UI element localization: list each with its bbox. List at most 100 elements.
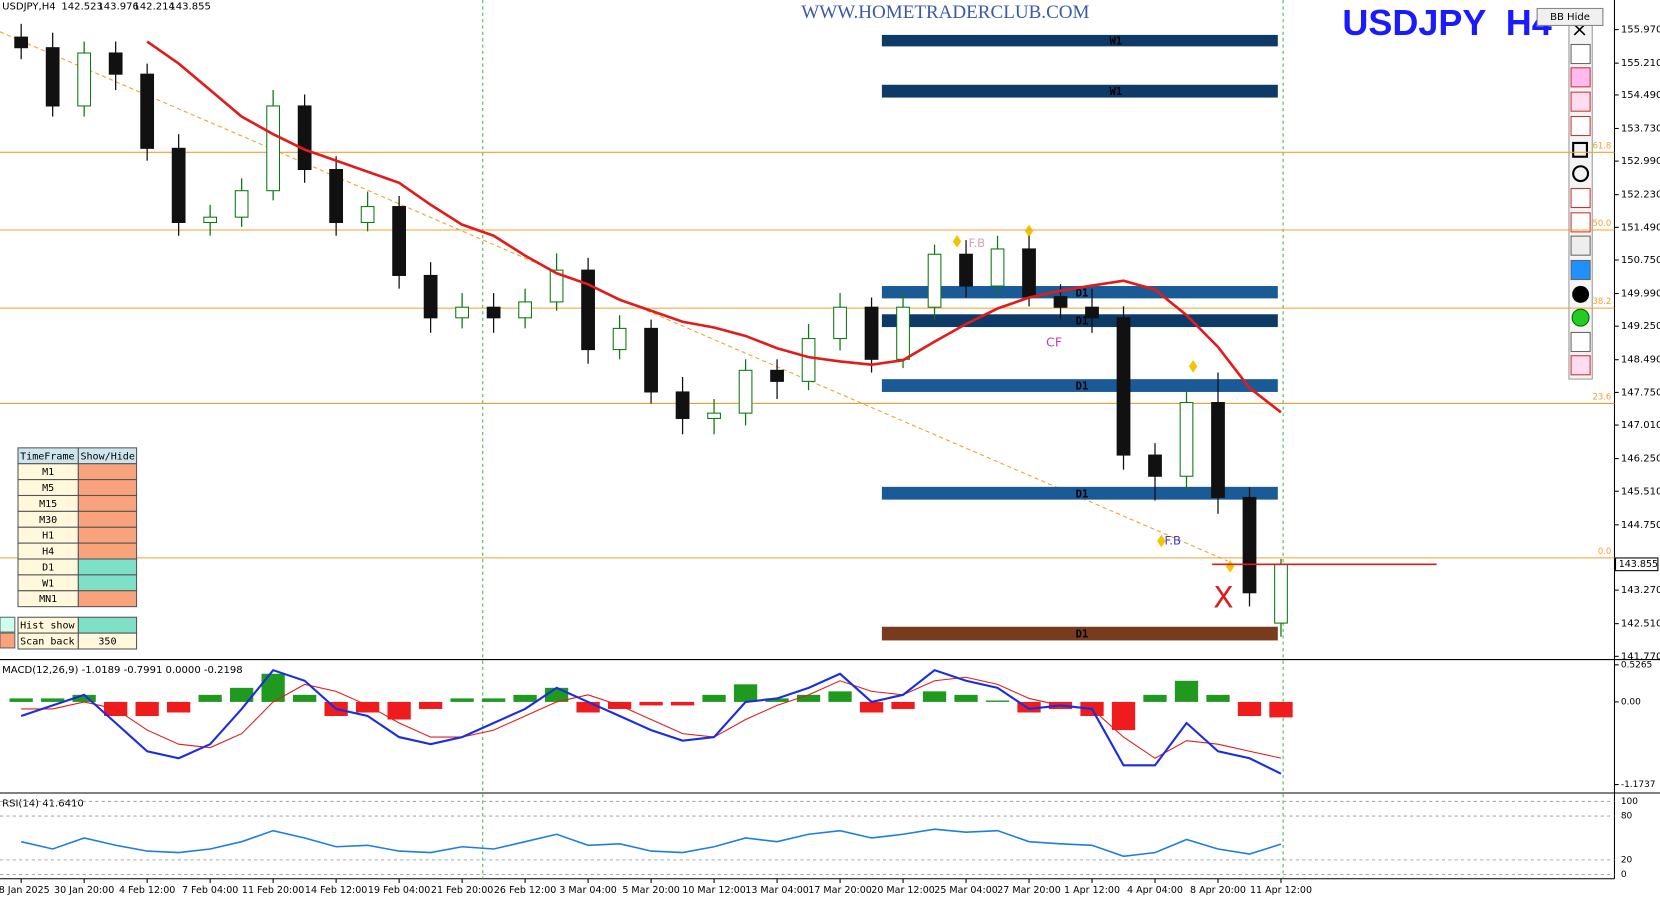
macd-histogram-bar [1237, 701, 1262, 717]
macd-histogram-bar [985, 700, 1010, 702]
zone-label: D1 [1076, 381, 1089, 393]
timeframe-label: M5 [42, 483, 54, 494]
tool-icon[interactable] [1570, 43, 1591, 65]
candle-body [203, 216, 218, 224]
candle-body [297, 105, 312, 171]
x-tick-label: 4 Feb 12:00 [119, 885, 175, 896]
y-tick-label: 152.230 [1621, 190, 1660, 201]
tool-icon[interactable] [1572, 285, 1590, 303]
toggle-cell[interactable] [77, 616, 138, 634]
toggle-cell[interactable] [77, 494, 138, 512]
tool-icon[interactable] [1572, 141, 1589, 158]
macd-histogram-bar [1017, 701, 1041, 713]
x-tick-label: 14 Feb 12:00 [305, 885, 367, 896]
tool-icon[interactable] [1570, 235, 1591, 256]
macd-histogram-bar [387, 701, 411, 720]
timeframe-label: W1 [42, 578, 54, 589]
toggle-cell[interactable] [77, 542, 138, 560]
candle-body [1116, 317, 1131, 456]
x-tick-label: 11 Apr 12:00 [1250, 885, 1312, 896]
toggle-cell[interactable] [77, 479, 138, 497]
candle-body [644, 327, 658, 393]
close-icon[interactable] [1573, 23, 1586, 36]
candle-body [171, 147, 186, 224]
fib-label: 0.0 [1598, 546, 1611, 556]
macd-histogram-bar [765, 698, 789, 702]
macd-histogram-bar [954, 694, 978, 702]
y-tick-label: 142.510 [1621, 619, 1660, 630]
y-tick-label: 152.990 [1621, 156, 1660, 167]
zone-label: D1 [1076, 629, 1089, 641]
macd-histogram-bar [828, 691, 852, 702]
y-tick-label: 155.970 [1621, 25, 1660, 36]
current-price-label: 143.855 [1619, 559, 1658, 570]
tool-icon[interactable] [1570, 187, 1591, 209]
candle-body [423, 274, 438, 319]
macd-histogram-bar [418, 701, 443, 709]
toggle-cell[interactable] [77, 574, 138, 592]
candle-body [770, 369, 784, 382]
zone-label: D1 [1076, 287, 1089, 299]
rsi-header: RSI(14) 41.6410 [2, 799, 84, 810]
y-tick-label: 147.010 [1621, 420, 1660, 431]
toolbar [1568, 18, 1593, 380]
tool-icon[interactable] [1572, 165, 1590, 183]
candle-body [14, 36, 29, 49]
candle-body [990, 248, 1005, 287]
macd-tick-label: -1.1737 [1621, 780, 1656, 790]
zone [881, 486, 1278, 500]
annotation: F.B [1165, 534, 1182, 548]
candle-body [959, 253, 973, 287]
macd-histogram-bar [1206, 694, 1230, 702]
tool-icon[interactable] [1570, 355, 1591, 376]
zone [881, 84, 1278, 98]
macd-histogram-bar [292, 694, 317, 702]
macd-histogram-bar [1111, 701, 1136, 731]
candle-body [266, 105, 281, 192]
fib-label: 38.2 [1592, 296, 1611, 306]
rsi-tick-label: 0 [1621, 870, 1627, 880]
toggle-cell[interactable] [77, 510, 138, 528]
rsi-line [20, 828, 1282, 858]
macd-histogram-bar [167, 701, 191, 713]
tool-icon[interactable] [1570, 212, 1591, 233]
macd-histogram-bar [1143, 694, 1167, 702]
macd-histogram-bar [639, 701, 663, 706]
timeframe-label: M1 [42, 467, 54, 478]
toggle-cell[interactable] [77, 463, 138, 481]
toggle-cell[interactable] [77, 526, 138, 544]
header-low: 142.214 [133, 1, 175, 12]
tool-icon[interactable] [1570, 91, 1591, 112]
table-icon[interactable] [0, 616, 16, 633]
watermark: WWW.HOMETRADERCLUB.COM [801, 2, 1089, 23]
toggle-cell[interactable] [77, 590, 138, 608]
macd-histogram-bar [513, 694, 537, 702]
tool-icon[interactable] [1570, 259, 1591, 281]
candle-body [77, 52, 92, 107]
candle-body [486, 306, 501, 319]
hist-show-label: Hist show [20, 621, 75, 632]
tool-icon[interactable] [1570, 115, 1591, 137]
timeframe-label: H4 [42, 547, 54, 558]
fib-label: 50.0 [1592, 218, 1611, 228]
x-tick-label: 21 Feb 20:00 [431, 885, 493, 896]
rsi-tick-label: 100 [1621, 797, 1638, 807]
bb-hide-label[interactable]: BB Hide [1550, 12, 1590, 23]
candle-body [833, 306, 847, 340]
candle-body [581, 269, 595, 351]
table-header: Show/Hide [80, 451, 134, 462]
tool-icon[interactable] [1571, 308, 1590, 327]
candle-body [864, 306, 879, 360]
macd-tick-label: 0.5265 [1621, 660, 1652, 670]
tool-icon[interactable] [1570, 67, 1591, 88]
timeframe-label: M15 [39, 499, 57, 510]
table-icon[interactable] [0, 632, 16, 649]
x-tick-label: 1 Apr 12:00 [1064, 885, 1120, 896]
table-cell [77, 632, 138, 650]
toggle-cell[interactable] [77, 558, 138, 576]
macd-histogram-bar [796, 694, 821, 702]
tool-icon[interactable] [1570, 331, 1591, 353]
bb-hide-button[interactable] [1536, 7, 1604, 26]
macd-histogram-bar [1269, 701, 1293, 718]
candle-body [518, 301, 532, 319]
